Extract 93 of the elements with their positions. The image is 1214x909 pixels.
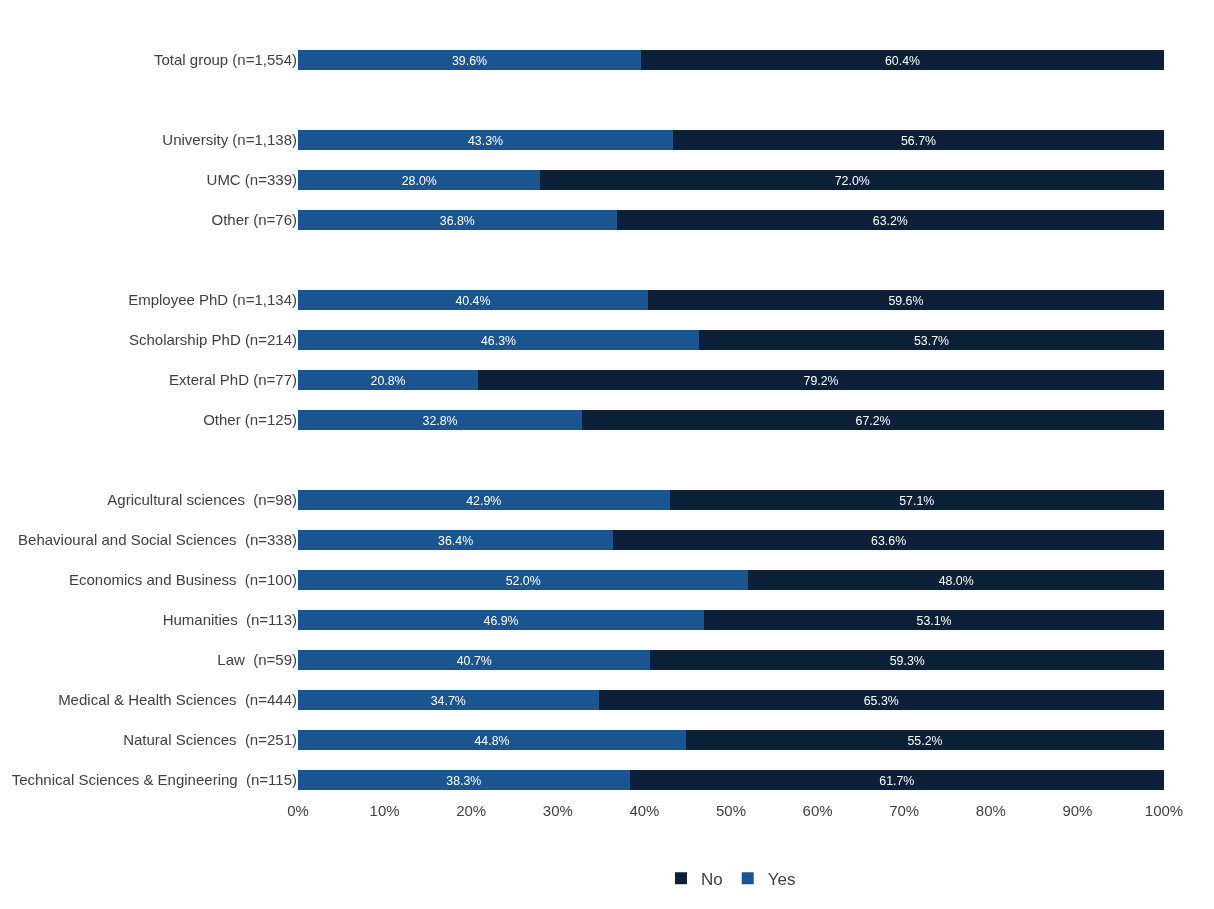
legend-label: No — [701, 869, 723, 889]
data-label: 63.2% — [872, 213, 908, 228]
bar — [698, 330, 1164, 350]
data-label: 40.4% — [455, 293, 491, 308]
x-tick-label: 10% — [369, 802, 400, 819]
data-label: 48.0% — [938, 573, 974, 588]
bar — [298, 290, 648, 310]
y-tick-label: Law (n=59) — [217, 651, 297, 669]
bar — [647, 290, 1164, 310]
y-tick-label: Other (n=125) — [203, 411, 297, 429]
bar — [640, 50, 1164, 70]
y-tick-label: Behavioural and Social Sciences (n=338) — [18, 531, 297, 549]
x-tick-label: 80% — [975, 802, 1006, 819]
bar — [298, 610, 705, 630]
bar — [298, 730, 686, 750]
data-label: 32.8% — [422, 413, 458, 428]
bar — [298, 650, 651, 670]
bar — [478, 370, 1164, 390]
x-tick-label: 70% — [889, 802, 920, 819]
x-tick-label: 40% — [629, 802, 660, 819]
x-tick-label: 100% — [1144, 802, 1184, 819]
x-tick-label: 30% — [542, 802, 573, 819]
data-label: 46.9% — [483, 613, 519, 628]
bar — [298, 530, 614, 550]
y-tick-label: Employee PhD (n=1,134) — [128, 291, 297, 309]
x-tick-label: 20% — [456, 802, 487, 819]
data-label: 20.8% — [370, 373, 406, 388]
y-tick-label: Technical Sciences & Engineering (n=115) — [11, 771, 297, 789]
bar — [298, 330, 699, 350]
bar — [598, 690, 1164, 710]
bar — [298, 210, 617, 230]
y-tick-label: Medical & Health Sciences (n=444) — [58, 691, 297, 709]
x-tick-label: 60% — [802, 802, 833, 819]
data-label: 59.3% — [889, 653, 925, 668]
y-tick-label: University (n=1,138) — [162, 131, 297, 149]
bar — [629, 770, 1164, 790]
x-tick-label: 90% — [1062, 802, 1093, 819]
data-label: 43.3% — [467, 133, 504, 148]
bar — [704, 610, 1164, 630]
data-label: 42.9% — [466, 493, 502, 508]
data-label: 40.7% — [456, 653, 492, 668]
data-label: 46.3% — [480, 333, 516, 348]
data-label: 38.3% — [446, 773, 482, 788]
data-label: 79.2% — [803, 373, 839, 388]
bar — [669, 490, 1164, 510]
data-label: 59.6% — [888, 293, 924, 308]
bar — [298, 170, 541, 190]
y-tick-label: Total group (n=1,554) — [153, 51, 297, 69]
y-tick-label: Economics and Business (n=100) — [68, 571, 297, 589]
bar — [672, 130, 1164, 150]
bar — [298, 490, 670, 510]
bar — [582, 410, 1164, 430]
data-label: 56.7% — [900, 133, 937, 148]
bar — [298, 370, 479, 390]
bar — [748, 570, 1164, 590]
bar — [298, 130, 673, 150]
y-tick-label: Natural Sciences (n=251) — [123, 731, 297, 749]
bar — [298, 570, 749, 590]
x-tick-label: 0% — [287, 802, 309, 819]
data-label: 39.6% — [451, 53, 487, 68]
data-label: 60.4% — [884, 53, 920, 68]
data-label: 61.7% — [879, 773, 915, 788]
data-label: 36.8% — [439, 213, 475, 228]
data-label: 53.1% — [916, 613, 952, 628]
data-label: 53.7% — [913, 333, 949, 348]
bar — [650, 650, 1164, 670]
data-label: 34.7% — [430, 693, 466, 708]
y-tick-label: Exteral PhD (n=77) — [169, 371, 297, 389]
data-label: 36.4% — [438, 533, 474, 548]
data-label: 67.2% — [855, 413, 891, 428]
data-label: 52.0% — [505, 573, 541, 588]
data-label: 65.3% — [863, 693, 899, 708]
data-label: 63.6% — [871, 533, 907, 548]
x-tick-label: 50% — [715, 802, 747, 819]
bar — [616, 210, 1164, 230]
data-label: 28.0% — [401, 173, 437, 188]
bar — [613, 530, 1164, 550]
data-label: 57.1% — [899, 493, 935, 508]
data-label: 72.0% — [834, 173, 870, 188]
bar — [298, 410, 583, 430]
bar — [540, 170, 1164, 190]
data-label: 44.8% — [474, 733, 510, 748]
data-label: 55.2% — [907, 733, 943, 748]
y-tick-label: Humanities (n=113) — [162, 611, 297, 629]
bar — [298, 50, 641, 70]
bar — [298, 770, 630, 790]
bar — [298, 690, 599, 710]
legend-label: Yes — [767, 869, 796, 889]
y-tick-label: UMC (n=339) — [206, 171, 297, 189]
y-tick-label: Agricultural sciences (n=98) — [107, 491, 297, 509]
y-tick-label: Scholarship PhD (n=214) — [128, 331, 297, 349]
bar — [685, 730, 1164, 750]
y-tick-label: Other (n=76) — [211, 211, 297, 229]
